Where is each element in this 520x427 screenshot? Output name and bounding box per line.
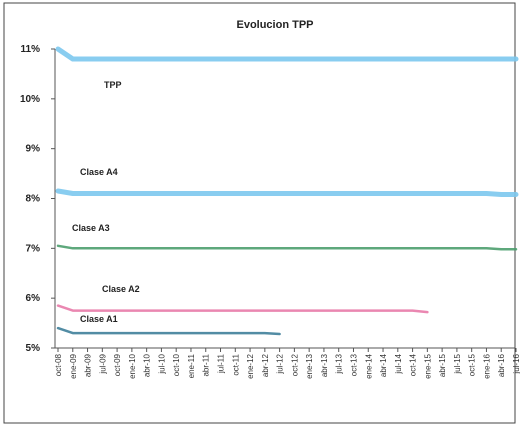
x-tick-label: oct-12 bbox=[290, 353, 299, 376]
series-label-tpp: TPP bbox=[104, 80, 122, 90]
x-tick-label: abr-13 bbox=[320, 353, 329, 377]
series-line-clase-a1 bbox=[56, 326, 281, 336]
x-tick-label: abr-11 bbox=[202, 353, 211, 376]
x-tick-label: abr-09 bbox=[84, 353, 93, 377]
series-line-clase-a2 bbox=[56, 304, 429, 314]
x-tick-label: oct-09 bbox=[113, 353, 122, 376]
x-tick-label: abr-16 bbox=[497, 353, 506, 377]
x-tick-label: oct-15 bbox=[468, 353, 477, 376]
y-tick-label: 6% bbox=[26, 293, 41, 304]
chart-title: Evolucion TPP bbox=[236, 19, 313, 31]
series-label-clase-a1: Clase A1 bbox=[80, 314, 118, 324]
x-tick-label: oct-10 bbox=[172, 353, 181, 376]
series-line-clase-a3 bbox=[56, 244, 518, 251]
x-tick-label: oct-13 bbox=[349, 353, 358, 376]
x-axis-ticks: oct-08 ene-09 abr-09 jul-09 oct-09 ene-10 abr-… bbox=[54, 348, 520, 379]
series-label-clase-a2: Clase A2 bbox=[102, 284, 140, 294]
x-tick-label: jul-15 bbox=[453, 353, 462, 374]
x-tick-label: abr-10 bbox=[143, 353, 152, 377]
chart-border bbox=[3, 2, 516, 424]
x-tick-label: abr-12 bbox=[261, 353, 270, 377]
series-line-tpp bbox=[55, 46, 519, 62]
y-tick-label: 10% bbox=[20, 94, 40, 105]
x-tick-label: ene-13 bbox=[305, 353, 314, 378]
x-tick-label: jul-10 bbox=[157, 353, 166, 374]
x-tick-label: ene-10 bbox=[128, 353, 137, 378]
x-tick-label: jul-11 bbox=[217, 353, 226, 374]
series-labels: TPP Clase A4 Clase A3 Clase A2 Clase A1 bbox=[72, 80, 140, 324]
x-tick-label: oct-14 bbox=[409, 353, 418, 376]
x-tick-label: ene-11 bbox=[187, 353, 196, 378]
x-tick-label: jul-13 bbox=[335, 353, 344, 374]
series-line-clase-a4 bbox=[55, 188, 519, 197]
x-tick-label: jul-16 bbox=[512, 353, 520, 374]
y-tick-label: 5% bbox=[26, 343, 41, 354]
x-tick-label: jul-12 bbox=[276, 353, 285, 374]
x-tick-label: ene-15 bbox=[423, 353, 432, 378]
series-label-clase-a3: Clase A3 bbox=[72, 223, 110, 233]
y-tick-label: 11% bbox=[21, 44, 41, 55]
series-lines bbox=[55, 46, 519, 336]
series-label-clase-a4: Clase A4 bbox=[80, 167, 118, 177]
x-tick-label: ene-09 bbox=[69, 353, 78, 378]
x-tick-label: oct-11 bbox=[231, 353, 240, 375]
y-tick-label: 8% bbox=[26, 194, 41, 205]
y-tick-label: 9% bbox=[26, 144, 41, 155]
y-axis-ticks: 5% 6% 7% 8% 9% 10% 11% bbox=[20, 44, 55, 354]
x-tick-label: oct-08 bbox=[54, 353, 63, 376]
x-tick-label: ene-14 bbox=[364, 353, 373, 378]
y-tick-label: 7% bbox=[26, 243, 41, 254]
x-tick-label: ene-16 bbox=[482, 353, 491, 378]
x-tick-label: abr-14 bbox=[379, 353, 388, 377]
x-tick-label: ene-12 bbox=[246, 353, 255, 378]
x-tick-label: jul-09 bbox=[98, 353, 107, 374]
x-tick-label: jul-14 bbox=[394, 353, 403, 374]
x-tick-label: abr-15 bbox=[438, 353, 447, 377]
